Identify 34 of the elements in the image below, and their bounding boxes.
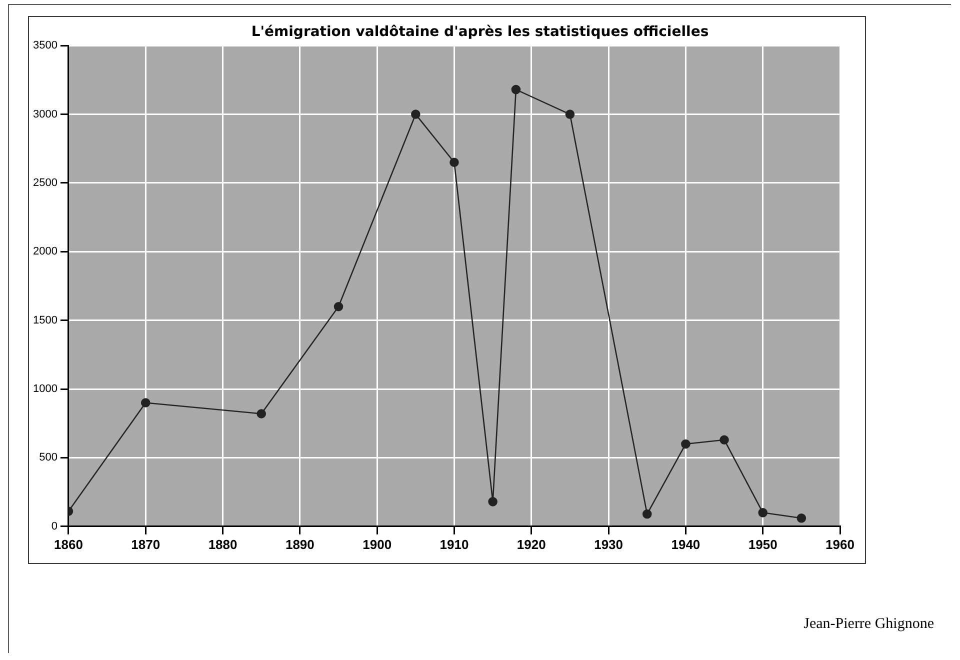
x-tick-label: 1880: [208, 536, 238, 552]
point: [411, 110, 420, 119]
y-tick-label: 500: [39, 452, 58, 464]
x-tick-label: 1960: [826, 536, 854, 552]
y-tick-label: 3500: [32, 40, 58, 52]
x-tick-label: 1900: [362, 536, 392, 552]
x-tick-label: 1860: [54, 536, 83, 552]
x-tick-label: 1950: [748, 536, 778, 552]
point: [511, 84, 521, 94]
y-tick-label: 1000: [32, 383, 58, 396]
point: [642, 509, 652, 519]
point: [334, 302, 344, 312]
point: [488, 497, 498, 506]
y-tick-label: 2500: [32, 177, 58, 190]
x-tick-label: 1910: [440, 536, 469, 552]
x-tick-label: 1930: [594, 536, 623, 552]
point: [758, 508, 768, 518]
point: [140, 398, 150, 408]
point: [565, 110, 575, 119]
y-tick-label: 3000: [32, 108, 58, 120]
text: Jean-Pierre Ghignone: [804, 616, 934, 633]
x-tick-label: 1890: [285, 536, 314, 552]
point: [720, 435, 729, 445]
y-tick-label: 2000: [32, 246, 58, 258]
point: [796, 514, 806, 523]
x-tick-label: 1920: [516, 536, 546, 552]
chart-title: L'émigration valdôtaine d'après les statistiques officielles: [250, 24, 710, 40]
y-tick-label: 1500: [32, 314, 58, 326]
x-tick-label: 1870: [131, 536, 160, 552]
x-tick-label: 1940: [671, 536, 700, 552]
y-tick-label: 0: [51, 520, 58, 532]
point: [681, 439, 690, 449]
point: [450, 158, 459, 168]
point: [256, 409, 266, 418]
